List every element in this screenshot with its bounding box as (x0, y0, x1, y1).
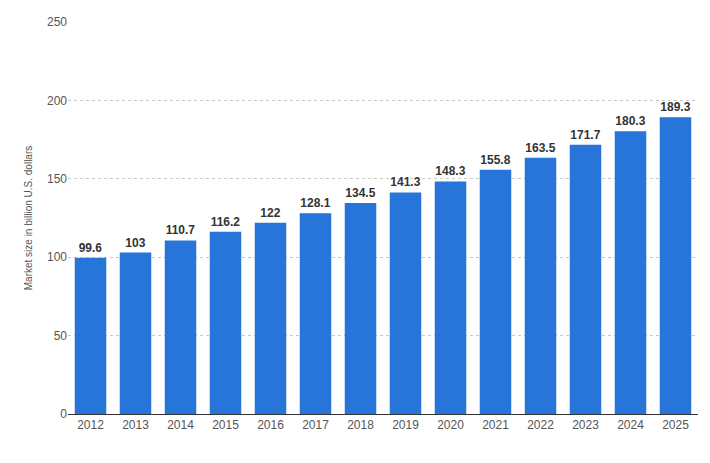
svg-text:171.7: 171.7 (570, 128, 600, 142)
svg-text:2019: 2019 (392, 418, 419, 432)
svg-text:2015: 2015 (212, 418, 239, 432)
svg-text:2025: 2025 (662, 418, 689, 432)
svg-text:103: 103 (125, 236, 145, 250)
svg-text:110.7: 110.7 (166, 223, 196, 237)
svg-text:100: 100 (47, 250, 67, 264)
svg-text:2020: 2020 (437, 418, 464, 432)
svg-text:2021: 2021 (482, 418, 509, 432)
svg-text:2014: 2014 (167, 418, 194, 432)
svg-text:2012: 2012 (77, 418, 104, 432)
svg-text:250: 250 (47, 15, 67, 29)
svg-text:141.3: 141.3 (390, 175, 420, 189)
svg-text:200: 200 (47, 94, 67, 108)
svg-text:2022: 2022 (527, 418, 554, 432)
svg-text:122: 122 (260, 206, 280, 220)
svg-text:128.1: 128.1 (300, 196, 330, 210)
svg-text:99.6: 99.6 (79, 241, 103, 255)
svg-text:2013: 2013 (122, 418, 149, 432)
svg-text:0: 0 (60, 407, 67, 421)
svg-text:2016: 2016 (257, 418, 284, 432)
svg-text:Market size in billion U.S. do: Market size in billion U.S. dollars (23, 146, 34, 291)
svg-text:150: 150 (47, 172, 67, 186)
svg-text:50: 50 (54, 329, 68, 343)
svg-text:134.5: 134.5 (345, 186, 375, 200)
svg-text:148.3: 148.3 (435, 164, 465, 178)
svg-text:180.3: 180.3 (615, 114, 645, 128)
svg-text:155.8: 155.8 (480, 153, 510, 167)
svg-text:116.2: 116.2 (211, 215, 241, 229)
svg-text:2017: 2017 (302, 418, 329, 432)
svg-text:2024: 2024 (617, 418, 644, 432)
svg-text:189.3: 189.3 (660, 100, 690, 114)
svg-text:2023: 2023 (572, 418, 599, 432)
svg-text:163.5: 163.5 (525, 141, 555, 155)
svg-text:2018: 2018 (347, 418, 374, 432)
